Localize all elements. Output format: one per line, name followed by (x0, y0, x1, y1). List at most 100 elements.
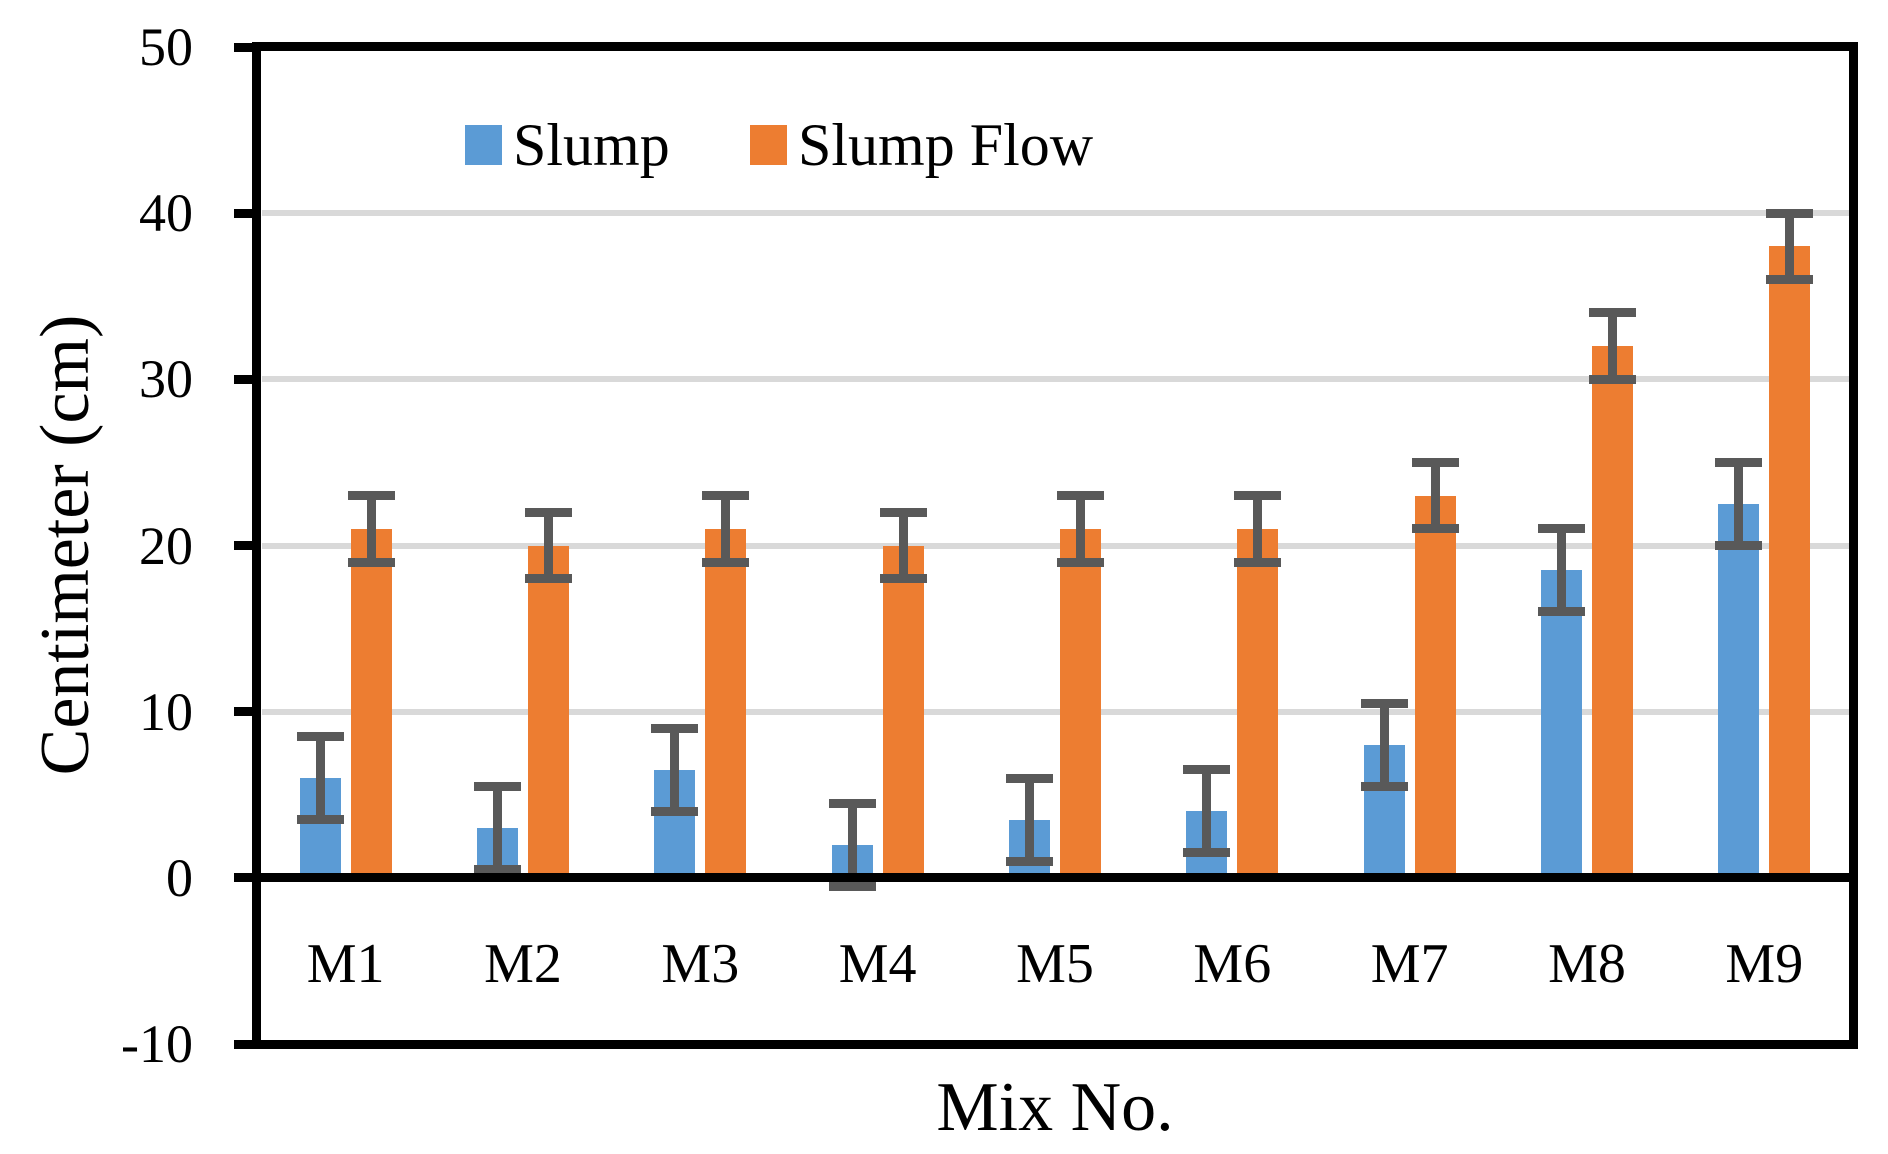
bar-slump-flow-M1 (350, 528, 392, 878)
y-tick-label-0: 0 (166, 847, 193, 908)
error-cap-low-M5 (1006, 856, 1053, 866)
gridline-40 (262, 210, 1849, 217)
error-cap-high-M3 (702, 491, 750, 501)
y-tick-10 (234, 707, 252, 717)
error-cap-low-M4 (828, 881, 876, 891)
x-axis-label-M2: M2 (484, 933, 562, 995)
error-cap-high-M2 (474, 781, 521, 791)
error-cap-low-M3 (702, 557, 750, 567)
error-cap-low-M8 (1589, 374, 1636, 384)
error-cap-high-M5 (1057, 491, 1104, 501)
y-tick--10 (234, 1039, 252, 1049)
bar-slump-M9 (1718, 503, 1760, 878)
error-cap-high-M8 (1589, 308, 1636, 318)
bar-slump-flow-M5 (1060, 528, 1101, 878)
error-bar-M6 (1253, 495, 1263, 563)
error-cap-high-M1 (347, 491, 395, 501)
legend-swatch-slump-flow (750, 125, 787, 165)
error-cap-high-M4 (828, 798, 876, 808)
error-cap-low-M6 (1183, 848, 1231, 858)
legend-label-slump-flow: Slump Flow (798, 112, 1094, 178)
error-cap-high-M8 (1538, 524, 1585, 534)
error-cap-high-M2 (525, 507, 572, 517)
gridline-10 (262, 708, 1849, 715)
error-cap-low-M1 (296, 815, 344, 825)
error-cap-high-M3 (651, 723, 699, 733)
error-cap-low-M3 (651, 806, 699, 816)
error-bar-M7 (1379, 703, 1389, 787)
error-bar-M1 (366, 495, 376, 563)
error-cap-low-M4 (879, 574, 927, 584)
x-axis-label-M9: M9 (1725, 933, 1804, 995)
y-tick-label-20: 20 (139, 515, 193, 576)
y-tick-50 (234, 42, 252, 52)
gridline-30 (262, 376, 1849, 383)
error-cap-low-M6 (1234, 557, 1282, 567)
x-axis-label-M7: M7 (1370, 933, 1449, 995)
y-tick-40 (234, 208, 252, 218)
y-tick-20 (234, 541, 252, 550)
error-cap-high-M1 (296, 732, 344, 742)
bar-slump-M8 (1541, 570, 1582, 878)
legend-label-slump: Slump (513, 112, 670, 178)
bar-slump-flow-M2 (528, 545, 569, 878)
error-cap-low-M5 (1057, 557, 1104, 567)
error-bar-M9 (1785, 213, 1795, 280)
x-axis-label-M8: M8 (1548, 933, 1626, 995)
error-bar-M9 (1734, 462, 1744, 546)
y-tick-0 (234, 873, 252, 883)
bar-slump-flow-M4 (882, 545, 924, 878)
y-tick-label-50: 50 (139, 17, 193, 77)
x-axis-label-M3: M3 (661, 933, 740, 995)
error-bar-M1 (315, 736, 325, 820)
bar-slump-flow-M9 (1769, 246, 1811, 878)
error-cap-low-M2 (525, 574, 572, 584)
error-bar-M4 (898, 512, 908, 579)
x-axis-title: Mix No. (936, 1069, 1174, 1146)
y-tick-label--10: -10 (121, 1014, 193, 1074)
error-cap-high-M4 (879, 507, 927, 517)
error-cap-high-M6 (1183, 765, 1231, 775)
error-cap-low-M1 (347, 557, 395, 567)
error-bar-M3 (721, 495, 731, 563)
legend-swatch-slump (465, 125, 502, 165)
error-bar-M8 (1608, 312, 1617, 380)
x-axis-zero-line (261, 873, 1849, 882)
error-bar-M5 (1025, 778, 1034, 862)
error-bar-M7 (1430, 462, 1440, 529)
error-bar-M3 (670, 728, 680, 812)
error-cap-low-M9 (1766, 275, 1814, 285)
error-cap-low-M7 (1411, 524, 1459, 534)
x-axis-label-M5: M5 (1016, 933, 1094, 995)
error-bar-M6 (1202, 769, 1212, 853)
error-bar-M4 (847, 803, 857, 887)
y-tick-label-30: 30 (139, 349, 193, 410)
error-bar-M8 (1557, 528, 1566, 612)
error-cap-high-M5 (1006, 773, 1053, 783)
bar-slump-flow-M6 (1237, 528, 1279, 878)
error-bar-M2 (493, 786, 502, 870)
error-cap-low-M9 (1715, 541, 1763, 550)
error-bar-M2 (544, 512, 553, 579)
error-cap-low-M8 (1538, 607, 1585, 617)
x-axis-label-M1: M1 (306, 933, 385, 995)
bar-slump-flow-M3 (705, 528, 747, 878)
bar-slump-flow-M7 (1414, 495, 1456, 878)
gridline-20 (262, 542, 1849, 549)
x-axis-label-M6: M6 (1193, 933, 1272, 995)
error-cap-low-M2 (474, 865, 521, 875)
error-cap-high-M9 (1766, 208, 1814, 218)
legend-item-slump-flow: Slump Flow (750, 104, 1093, 186)
bar-slump-flow-M8 (1592, 346, 1633, 878)
y-tick-30 (234, 374, 252, 384)
y-tick-label-10: 10 (139, 681, 193, 742)
error-cap-low-M7 (1360, 781, 1408, 791)
error-cap-high-M7 (1411, 457, 1459, 467)
legend-item-slump: Slump (465, 104, 670, 186)
y-tick-label-40: 40 (139, 183, 193, 244)
error-cap-high-M6 (1234, 491, 1282, 501)
error-cap-high-M7 (1360, 698, 1408, 708)
error-bar-M5 (1076, 495, 1085, 563)
x-axis-label-M4: M4 (838, 933, 917, 995)
